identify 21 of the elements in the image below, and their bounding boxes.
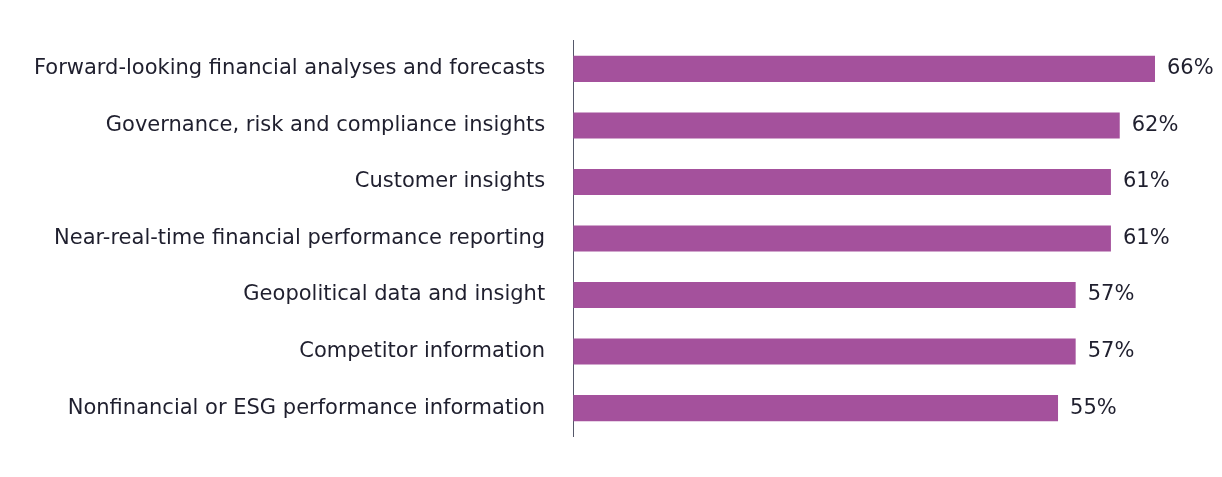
y-tick-label: Near-real-time financial performance reporting bbox=[54, 224, 546, 249]
data-label: 61% bbox=[1122, 168, 1170, 193]
bar bbox=[573, 55, 1155, 82]
data-label: 57% bbox=[1087, 281, 1135, 306]
y-tick-label: Governance, risk and compliance insights bbox=[105, 111, 546, 136]
y-tick-label: Geopolitical data and insight bbox=[243, 281, 546, 306]
bar bbox=[573, 395, 1059, 422]
y-tick-label: Nonfinancial or ESG performance information bbox=[67, 394, 546, 419]
data-label: 66% bbox=[1167, 55, 1214, 80]
bar bbox=[573, 168, 1111, 195]
bar bbox=[573, 282, 1076, 309]
bar bbox=[573, 338, 1076, 365]
bar bbox=[573, 225, 1111, 252]
y-tick-label: Forward-looking financial analyses and forecasts bbox=[33, 55, 546, 80]
data-label: 55% bbox=[1070, 394, 1117, 419]
data-label: 62% bbox=[1131, 111, 1179, 136]
y-tick-label: Competitor information bbox=[299, 338, 546, 363]
y-tick-label: Customer insights bbox=[354, 168, 546, 193]
data-label: 57% bbox=[1087, 338, 1135, 363]
data-label: 61% bbox=[1122, 224, 1170, 249]
bar bbox=[573, 112, 1120, 139]
